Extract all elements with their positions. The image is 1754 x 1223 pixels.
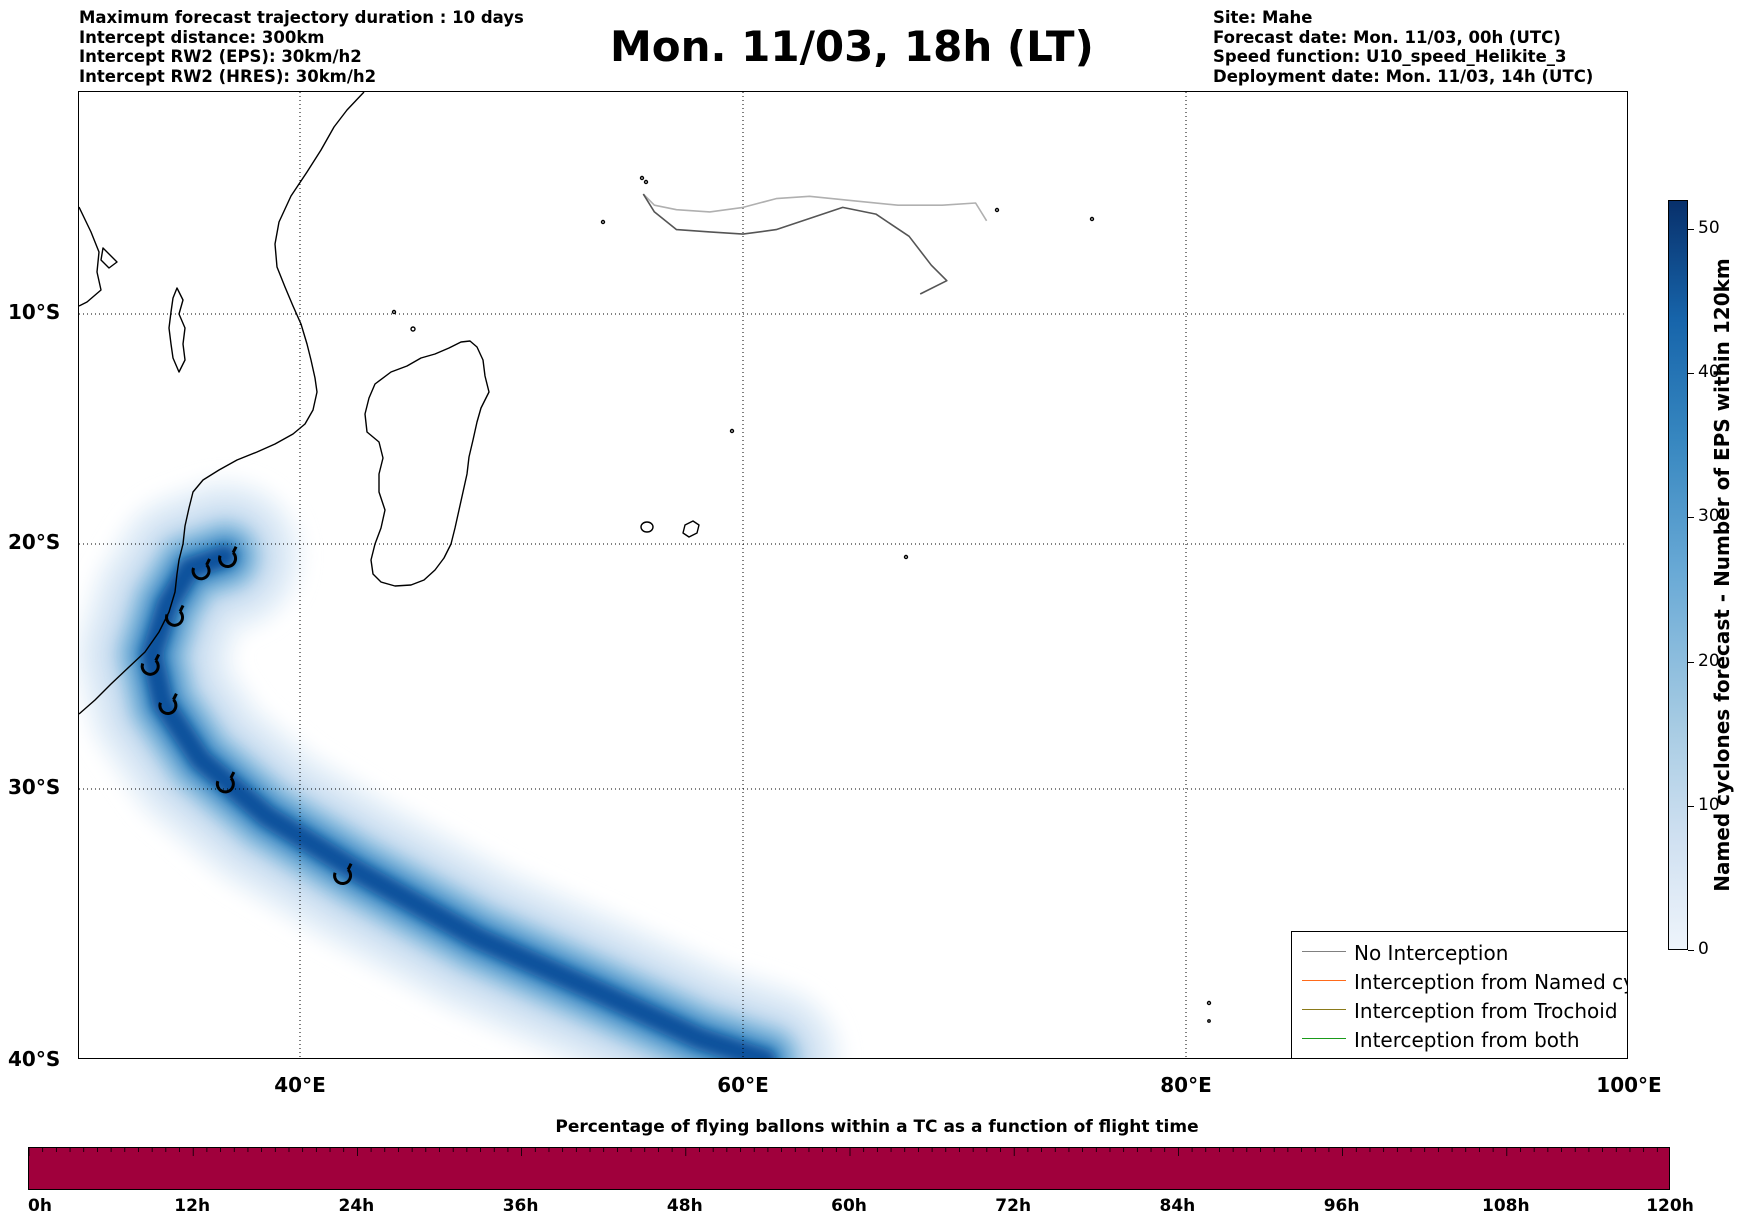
map-panel[interactable]: No Interception Interception from Named c… bbox=[78, 91, 1628, 1059]
colorbar-tick-mark bbox=[1688, 228, 1694, 230]
colorbar bbox=[1668, 200, 1688, 950]
mauritius-outline bbox=[640, 521, 654, 533]
legend-item: Interception from Named cyclone bbox=[1292, 969, 1627, 994]
lat-label-30s: 30°S bbox=[8, 775, 61, 799]
tc-observation-symbol-3 bbox=[165, 604, 185, 627]
header-left-info: Maximum forecast trajectory duration : 1… bbox=[79, 8, 524, 86]
colorbar-tick-mark bbox=[1688, 950, 1694, 951]
header-site: Site: Mahe bbox=[1213, 8, 1313, 27]
legend-line-swatch bbox=[1302, 980, 1346, 982]
legend-item-label: Interception from both bbox=[1354, 1028, 1580, 1052]
header-intercept-hres: Intercept RW2 (HRES): 30km/h2 bbox=[79, 66, 377, 86]
legend-item-label: HRES bbox=[1354, 1057, 1408, 1058]
header-max-duration: Maximum forecast trajectory duration : 1… bbox=[79, 8, 524, 27]
header-forecast-date: Forecast date: Mon. 11/03, 00h (UTC) bbox=[1213, 27, 1561, 47]
tc-observations bbox=[140, 546, 353, 885]
percentage-bar-tick-label: 96h bbox=[1323, 1196, 1360, 1216]
legend-item: HRES bbox=[1292, 1056, 1627, 1058]
header-deployment-date: Deployment date: Mon. 11/03, 14h (UTC) bbox=[1213, 66, 1594, 86]
percentage-bar-tick-label: 84h bbox=[1159, 1196, 1196, 1216]
colorbar-tick-mark bbox=[1688, 517, 1694, 519]
colorbar-tick-label: 40 bbox=[1698, 362, 1720, 383]
legend-item: No Interception bbox=[1292, 940, 1627, 965]
legend-line-swatch bbox=[1302, 1038, 1346, 1040]
legend-line-swatch bbox=[1302, 1009, 1346, 1011]
header-right-info: Site: Mahe Forecast date: Mon. 11/03, 00… bbox=[1213, 8, 1593, 86]
colorbar-tick-mark bbox=[1688, 661, 1694, 663]
percentage-bar-tick-label: 0h bbox=[28, 1196, 52, 1216]
africa-coastline-north bbox=[79, 206, 102, 307]
st-paul-island bbox=[1207, 1019, 1211, 1023]
comoros-island-1 bbox=[391, 309, 397, 315]
chagos-island bbox=[1089, 216, 1095, 222]
header-speed-function: Speed function: U10_speed_Helikite_3 bbox=[1213, 47, 1567, 66]
tc-observation-symbol-2 bbox=[191, 558, 211, 581]
reunion-outline bbox=[682, 520, 700, 538]
seychelles-island-1 bbox=[639, 175, 645, 181]
map-canvas[interactable] bbox=[79, 92, 1628, 1059]
percentage-bar-tick-label: 48h bbox=[666, 1196, 703, 1216]
colorbar-tick-label: 20 bbox=[1698, 650, 1720, 671]
tc-observation-symbol-5 bbox=[158, 693, 178, 715]
tc-observation-symbol-4 bbox=[140, 653, 161, 676]
lat-label-20s: 20°S bbox=[8, 530, 61, 554]
seychelles-island-3 bbox=[600, 219, 606, 225]
balloon-trajectories bbox=[642, 193, 988, 295]
amsterdam-island bbox=[1206, 1000, 1212, 1006]
colorbar-label-text: Named cyclones forecast - Number of EPS … bbox=[1710, 258, 1734, 892]
coastlines bbox=[79, 92, 1212, 1023]
map-legend: No Interception Interception from Named c… bbox=[1291, 931, 1627, 1058]
lat-label-10s: 10°S bbox=[8, 300, 61, 324]
balloon-trajectory-1 bbox=[642, 193, 988, 222]
colorbar-tick-mark bbox=[1688, 373, 1694, 375]
percentage-bar-tick-label: 60h bbox=[831, 1196, 867, 1216]
percentage-bar-tick-label: 12h bbox=[174, 1196, 211, 1216]
colorbar-tick-mark bbox=[1688, 805, 1694, 807]
header-intercept-distance: Intercept distance: 300km bbox=[79, 27, 325, 47]
lake-tanganyika bbox=[100, 247, 118, 269]
percentage-bar-tick-label: 108h bbox=[1482, 1196, 1530, 1216]
lon-label-100e: 100°E bbox=[1596, 1073, 1662, 1097]
comoros-island-2 bbox=[410, 326, 416, 332]
colorbar-tick-label: 50 bbox=[1698, 217, 1720, 238]
percentage-bar-fill-rect bbox=[29, 1148, 1669, 1189]
lon-label-60e: 60°E bbox=[717, 1073, 769, 1097]
percentage-bar bbox=[28, 1147, 1670, 1190]
tc-observation-symbol-7 bbox=[333, 863, 353, 885]
eps-density-swath bbox=[79, 481, 840, 1058]
lon-label-80e: 80°E bbox=[1160, 1073, 1212, 1097]
colorbar-tick-label: 0 bbox=[1698, 939, 1709, 959]
percentage-bar-tick-label: 24h bbox=[338, 1196, 375, 1216]
lat-label-40s: 40°S bbox=[8, 1047, 61, 1071]
lake-malawi bbox=[168, 287, 186, 373]
colorbar-tick-label: 30 bbox=[1698, 506, 1720, 527]
legend-item-label: Interception from Named cyclone bbox=[1354, 970, 1627, 994]
legend-line-swatch bbox=[1302, 951, 1346, 953]
colorbar-tick-label: 10 bbox=[1698, 794, 1720, 815]
graticule bbox=[79, 92, 1627, 1058]
madagascar-coastline bbox=[364, 340, 490, 587]
tc-observation-symbol-1 bbox=[218, 546, 238, 568]
seychelles-island-2 bbox=[643, 179, 649, 185]
header-intercept-eps: Intercept RW2 (EPS): 30km/h2 bbox=[79, 47, 362, 66]
page-title: Mon. 11/03, 18h (LT) bbox=[610, 22, 1094, 71]
percentage-bar-tick-label: 36h bbox=[502, 1196, 539, 1216]
balloon-trajectory-2 bbox=[642, 193, 948, 295]
percentage-bar-title: Percentage of flying ballons within a TC… bbox=[555, 1117, 1199, 1137]
legend-item-label: Interception from Trochoid bbox=[1354, 999, 1618, 1023]
rodrigues-island bbox=[903, 554, 909, 560]
legend-item: Interception from Trochoid bbox=[1292, 998, 1627, 1023]
legend-item: Interception from both bbox=[1292, 1027, 1627, 1052]
africa-coastline bbox=[79, 92, 365, 715]
percentage-bar-tick-label: 72h bbox=[995, 1196, 1032, 1216]
lon-label-40e: 40°E bbox=[274, 1073, 326, 1097]
tc-observation-symbol-6 bbox=[215, 771, 236, 794]
cargados-island bbox=[729, 428, 735, 434]
percentage-bar-fill bbox=[29, 1148, 1669, 1189]
legend-item-label: No Interception bbox=[1354, 941, 1509, 965]
seychelles-island-4 bbox=[994, 207, 1000, 213]
percentage-bar-tick-label: 120h bbox=[1646, 1196, 1694, 1216]
